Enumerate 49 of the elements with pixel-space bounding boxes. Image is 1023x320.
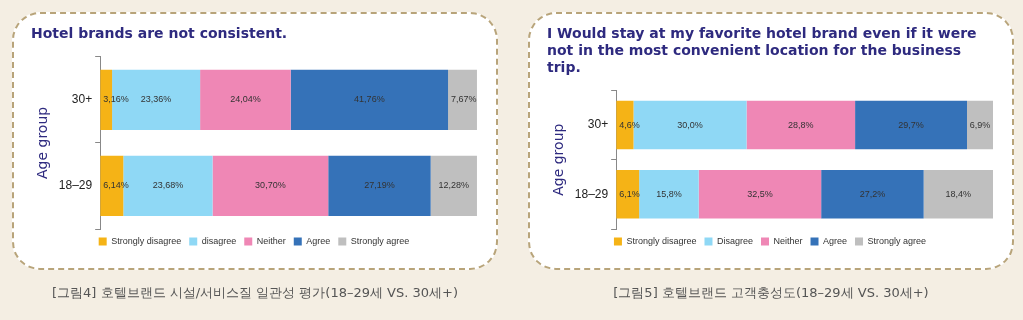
y-tick-label: 18–29 [58,178,93,193]
text: [그림5] 호텔브랜드 고객충성도(18–29세 VS. 30세+) [612,284,930,302]
data-label: 23,36% [140,94,172,105]
data-label: 23,68% [152,180,184,191]
chart-title: Hotel brands are not consistent. [31,25,288,42]
legend-label: Agree [306,235,331,246]
data-label: 15,8% [656,188,682,199]
legend-label: Strongly disagree [626,235,697,246]
bar [923,170,993,219]
data-label: 41,76% [354,94,385,105]
y-axis-title: Age group [550,123,567,196]
legend-label: Agree [823,235,848,246]
bar [290,69,449,130]
data-label: 30,0% [677,119,703,130]
data-label: 7,67% [451,94,477,105]
y-tick-label: 18–29 [574,186,609,201]
legend-label: Neither [256,235,286,246]
legend-label: Neither [773,235,803,246]
bar [448,69,477,130]
bar [967,100,993,150]
data-label: 12,28% [438,180,470,191]
bar [212,155,329,217]
data-label: 6,9% [969,119,991,130]
bar [328,155,431,217]
bar [200,69,291,130]
data-label: 27,2% [859,188,886,199]
bar [430,155,477,217]
bar [698,170,822,219]
data-label: 18,4% [945,188,972,199]
data-label: 32,5% [747,188,773,199]
chart-title: I Would stay at my favorite hotel brand even if it were not in the most convenient location for the business trip. [547,25,977,75]
data-label: 29,7% [898,119,924,130]
y-axis-title: Age group [34,106,51,179]
data-label: 27,19% [364,180,395,191]
bar [821,170,924,219]
y-tick-label: 30+ [587,117,609,132]
y-tick-label: 30+ [71,92,93,107]
legend-label: disagree [201,235,237,246]
text: [그림4] 호텔브랜드 시설/서비스질 일관성 평가(18–29세 VS. 30세+) [51,284,459,302]
bar [746,100,856,150]
legend-label: Strongly agree [867,235,927,246]
legend-label: Strongly disagree [111,235,182,246]
bar [855,100,967,150]
legend-label: Strongly agree [350,235,410,246]
legend-label: Disagree [716,235,754,246]
data-label: 28,8% [788,119,814,130]
data-label: 24,04% [230,94,261,105]
bar [639,170,699,219]
data-label: 30,70% [255,180,286,191]
